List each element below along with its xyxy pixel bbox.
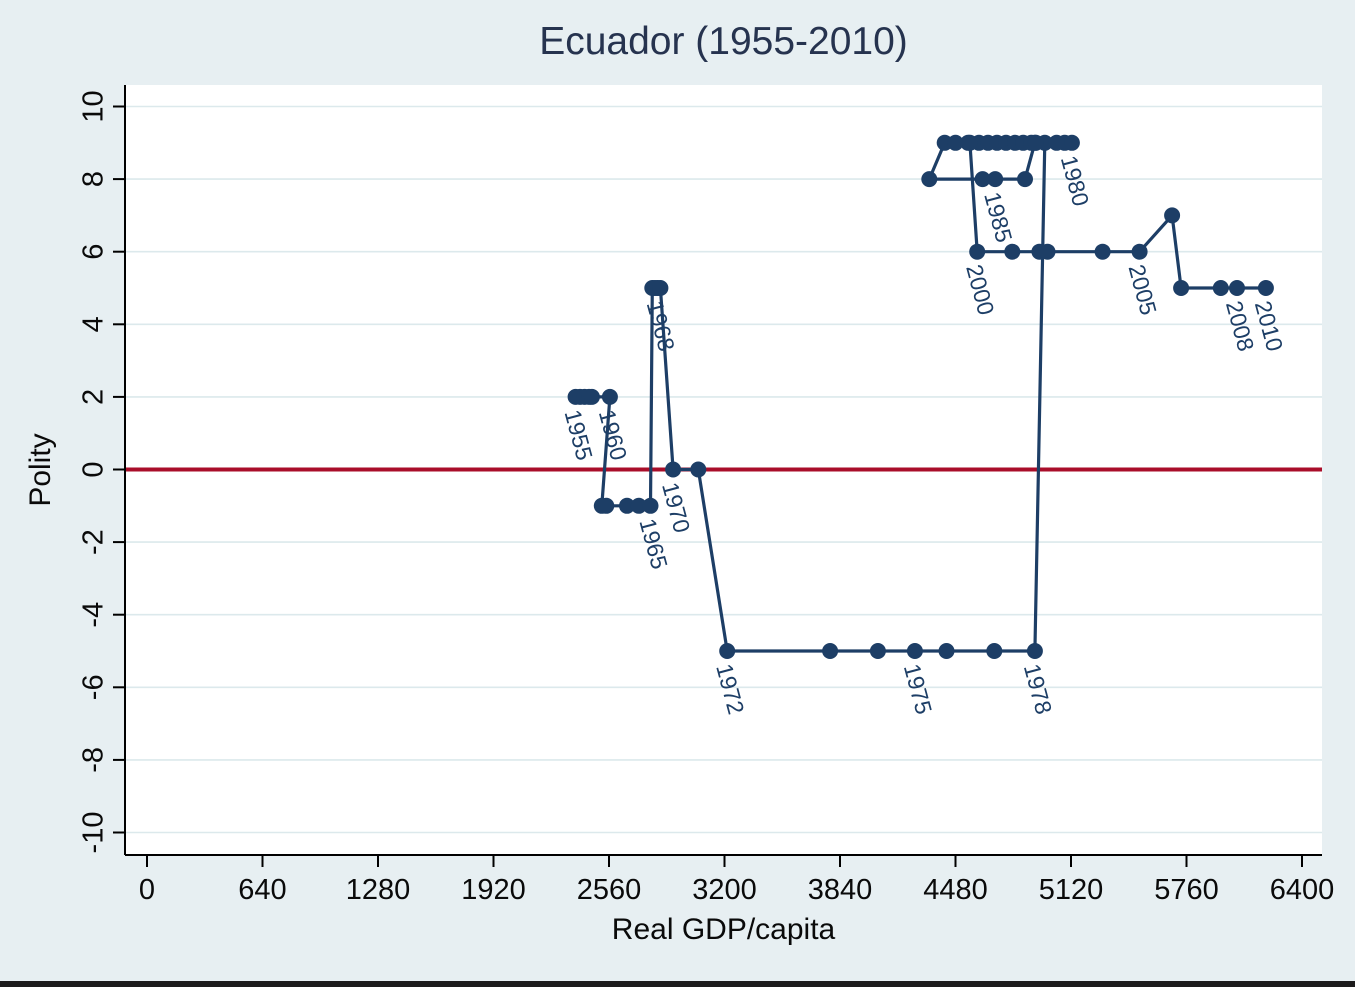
x-tick-label: 5760 [1154,874,1219,906]
x-tick-label: 3840 [808,874,873,906]
data-point-1989 [947,134,964,151]
data-point-1969 [652,280,669,296]
y-tick-label: -8 [78,747,110,773]
data-point-1962 [598,497,615,514]
data-point-1999 [961,134,978,151]
data-point-2005 [1131,243,1148,260]
data-point-1973 [822,643,839,659]
y-axis-title: Polity [24,433,57,507]
data-point-1964 [630,497,647,514]
x-tick-label: 2560 [577,874,642,906]
data-point-2004 [1094,243,1111,260]
data-point-2000 [969,243,986,260]
y-tick-label: 0 [78,461,110,477]
data-point-1960 [601,388,618,405]
y-tick-label: -4 [78,602,110,628]
data-point-1959 [583,388,600,405]
data-point-2009 [1212,280,1229,296]
y-tick-label: 6 [78,244,110,260]
data-point-1975 [906,643,923,659]
y-tick-label: 4 [78,316,110,332]
y-tick-label: -10 [78,812,110,854]
data-point-1976 [938,643,955,659]
data-point-2006 [1164,207,1181,224]
data-point-1986 [974,171,991,188]
data-point-1978 [1026,643,1043,659]
y-tick-label: 2 [78,389,110,405]
data-point-2010 [1257,280,1274,296]
y-tick-label: -2 [78,529,110,555]
x-tick-label: 0 [139,874,155,906]
data-point-1972 [719,643,736,659]
data-point-2003 [1039,243,1056,260]
x-tick-label: 4480 [923,874,988,906]
data-point-1998 [1027,134,1044,151]
x-axis-title: Real GDP/capita [611,913,836,946]
data-point-2001 [1004,243,1021,260]
x-tick-label: 6400 [1270,874,1335,906]
data-point-2008 [1229,280,1245,296]
x-tick-label: 1280 [346,874,411,906]
y-tick-label: -6 [78,674,110,700]
data-point-1970 [665,461,682,478]
data-point-1963 [619,497,635,514]
data-point-1985 [987,171,1004,188]
window-bottom-edge [0,981,1355,987]
data-point-1965 [642,497,659,514]
data-point-1977 [986,643,1003,659]
x-tick-label: 1920 [461,874,526,906]
data-point-1984 [1017,171,1033,188]
y-tick-label: 10 [78,90,110,122]
chart-title: Ecuador (1955-2010) [539,20,908,63]
data-point-1974 [869,643,886,659]
data-point-2007 [1173,280,1190,296]
y-tick-label: 8 [78,171,110,187]
x-tick-label: 3200 [692,874,757,906]
data-point-1982 [1048,134,1065,151]
data-point-1987 [921,171,938,188]
x-tick-label: 640 [238,874,286,906]
x-tick-label: 5120 [1039,874,1104,906]
data-point-1971 [690,461,707,478]
